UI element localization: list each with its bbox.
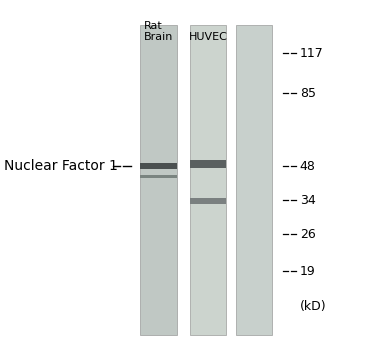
Text: HUVEC: HUVEC	[189, 32, 228, 42]
Bar	[190, 198, 226, 204]
Text: Rat
Brain: Rat Brain	[144, 21, 173, 42]
Text: 19: 19	[300, 265, 316, 278]
Text: 85: 85	[300, 87, 316, 100]
Bar	[141, 163, 177, 170]
Bar	[141, 175, 177, 178]
Text: 48: 48	[300, 159, 316, 172]
Text: 26: 26	[300, 228, 316, 241]
Text: 117: 117	[300, 46, 324, 59]
Bar	[190, 160, 226, 168]
Text: (kD): (kD)	[300, 301, 327, 314]
Text: Nuclear Factor 1: Nuclear Factor 1	[4, 159, 118, 173]
Bar	[190, 25, 226, 335]
Bar	[141, 25, 177, 335]
Bar	[236, 25, 272, 335]
Text: 34: 34	[300, 194, 316, 207]
